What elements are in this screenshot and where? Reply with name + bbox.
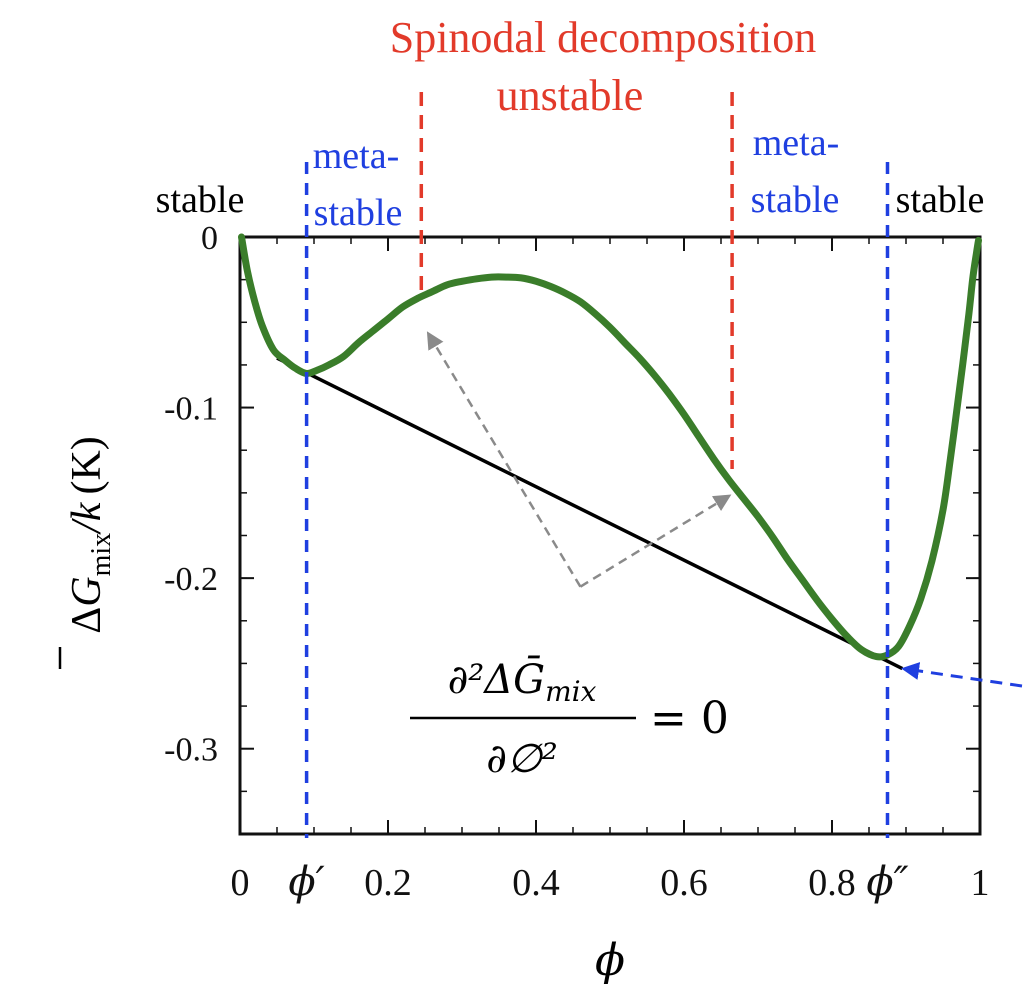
free-energy-curve <box>238 233 982 661</box>
binodal-label: ϕ′ <box>288 859 324 905</box>
y-tick-label: -0.3 <box>164 732 218 769</box>
y-label-symbol: G <box>64 576 110 606</box>
x-tick-label: 0.6 <box>660 862 708 904</box>
x-tick-label: 1 <box>971 862 990 904</box>
pointer-arrow <box>901 662 1023 688</box>
equation-numerator-sub: mix <box>545 675 597 708</box>
y-ticks: 0 -0.1 -0.2 -0.3 <box>164 220 980 769</box>
equation: ∂²ΔḠmix ∂∅² = 0 <box>410 656 729 782</box>
svg-text:∂²ΔḠmix: ∂²ΔḠmix <box>448 656 597 708</box>
chart-title: Spinodal decomposition <box>390 13 817 62</box>
y-tick-label: -0.2 <box>164 561 218 598</box>
svg-text:ΔGmix/k(K): ΔGmix/k (K) <box>64 436 117 634</box>
common-tangent-line <box>276 356 904 671</box>
y-label-unit: (K) <box>64 436 110 494</box>
region-label-meta-right-line1: meta- <box>753 122 840 164</box>
x-tick-label: 0.4 <box>512 862 560 904</box>
x-tick-label: 0 <box>231 862 250 904</box>
equation-numerator: ∂²ΔḠ <box>448 656 546 703</box>
y-label-subscript: mix <box>86 533 117 577</box>
equation-rhs: = 0 <box>650 693 729 744</box>
y-tick-label: -0.1 <box>164 391 218 428</box>
region-label-stable-right: stable <box>896 179 985 221</box>
region-label-meta-left-line1: meta- <box>313 135 400 177</box>
region-label-meta-left-line2: stable <box>314 192 403 234</box>
x-tick-label: 0.2 <box>364 862 412 904</box>
x-axis-label: ϕ <box>595 935 625 986</box>
y-tick-label: 0 <box>201 220 218 257</box>
region-label-meta-right-line2: stable <box>751 179 840 221</box>
y-axis-label: ΔGmix/k (K) <box>58 436 117 669</box>
equation-denominator: ∂∅² <box>486 736 558 782</box>
region-label-stable-left: stable <box>156 179 245 221</box>
chart-subtitle: unstable <box>497 71 644 120</box>
binodal-label: ϕ″ <box>866 859 908 905</box>
arrow-upper-left <box>426 331 582 588</box>
x-ticks: 0 0.2 0.4 0.6 0.8 1 ϕ′ ϕ″ <box>231 237 990 905</box>
y-label-prefix: Δ <box>64 607 110 634</box>
y-label-divisor: /k <box>64 501 110 535</box>
x-tick-label: 0.8 <box>808 862 856 904</box>
